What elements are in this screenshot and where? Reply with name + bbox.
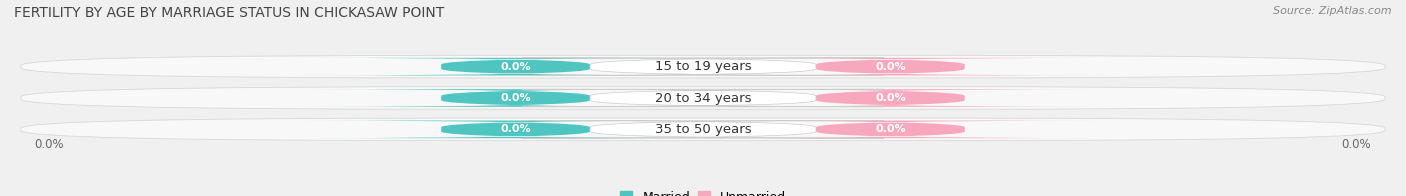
FancyBboxPatch shape — [21, 55, 1385, 78]
Text: FERTILITY BY AGE BY MARRIAGE STATUS IN CHICKASAW POINT: FERTILITY BY AGE BY MARRIAGE STATUS IN C… — [14, 6, 444, 20]
Text: 0.0%: 0.0% — [501, 62, 531, 72]
FancyBboxPatch shape — [522, 121, 884, 138]
Text: 15 to 19 years: 15 to 19 years — [655, 60, 751, 73]
FancyBboxPatch shape — [297, 89, 735, 107]
FancyBboxPatch shape — [671, 58, 1109, 75]
Text: 35 to 50 years: 35 to 50 years — [655, 123, 751, 136]
Text: 0.0%: 0.0% — [875, 62, 905, 72]
FancyBboxPatch shape — [671, 89, 1109, 107]
Text: Source: ZipAtlas.com: Source: ZipAtlas.com — [1274, 6, 1392, 16]
Text: 0.0%: 0.0% — [501, 124, 531, 134]
Legend: Married, Unmarried: Married, Unmarried — [620, 191, 786, 196]
Text: 0.0%: 0.0% — [1341, 138, 1371, 151]
FancyBboxPatch shape — [297, 58, 735, 75]
FancyBboxPatch shape — [297, 121, 735, 138]
FancyBboxPatch shape — [21, 118, 1385, 141]
FancyBboxPatch shape — [21, 87, 1385, 109]
FancyBboxPatch shape — [522, 89, 884, 107]
Text: 20 to 34 years: 20 to 34 years — [655, 92, 751, 104]
Text: 0.0%: 0.0% — [875, 124, 905, 134]
FancyBboxPatch shape — [522, 58, 884, 75]
Text: 0.0%: 0.0% — [35, 138, 65, 151]
FancyBboxPatch shape — [671, 121, 1109, 138]
Text: 0.0%: 0.0% — [501, 93, 531, 103]
Text: 0.0%: 0.0% — [875, 93, 905, 103]
